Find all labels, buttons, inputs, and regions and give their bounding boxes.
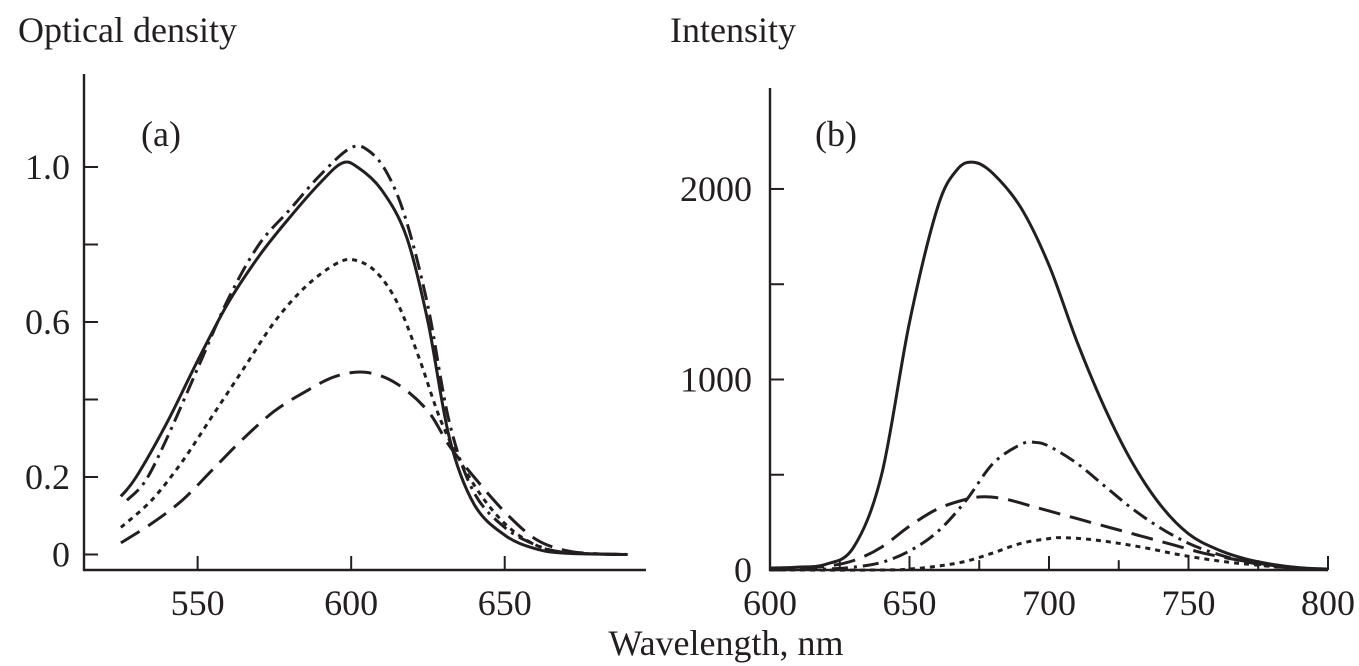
x-tick-label: 600 [324, 583, 378, 623]
panel-0-axes [82, 74, 646, 572]
series-dashdot-line [769, 440, 1329, 572]
y-tick-label: 0.6 [25, 302, 70, 342]
panel-a-y-axis-title: Optical density [18, 10, 237, 50]
shared-x-axis-title: Wavelength, nm [608, 623, 843, 663]
x-tick-label: 650 [883, 583, 937, 623]
panel-a-label: (a) [141, 114, 181, 154]
panel-a-optical-density: Optical density (a) 550 600 650 0 0.2 0.6 1.0 [18, 10, 646, 623]
x-tick-label: 550 [171, 583, 225, 623]
panel-b-label: (b) [815, 114, 857, 154]
y-tick-label: 0 [52, 535, 70, 575]
x-tick-label: 700 [1022, 583, 1076, 623]
y-tick-label: 0 [734, 550, 752, 590]
series-dotted-line [119, 257, 628, 556]
y-tick-label: 2000 [680, 169, 752, 209]
series-solid-line [119, 160, 628, 556]
series-dashdot-line [125, 144, 628, 556]
x-tick-label: 800 [1301, 583, 1355, 623]
panel-b-y-axis-title: Intensity [670, 10, 796, 50]
panel-1-axes [768, 88, 1328, 572]
series-solid-line [769, 160, 1329, 571]
panel-b-intensity: Intensity (b) 600 650 700 750 800 0 1000 2000 [670, 10, 1355, 623]
x-tick-label: 600 [743, 583, 797, 623]
series-dashed-line [120, 370, 628, 556]
y-tick-label: 1000 [680, 359, 752, 399]
x-tick-label: 650 [478, 583, 532, 623]
y-tick-label: 1.0 [25, 147, 70, 187]
series-dotted-line [769, 536, 1329, 572]
y-tick-label: 0.2 [25, 457, 70, 497]
x-tick-label: 750 [1162, 583, 1216, 623]
